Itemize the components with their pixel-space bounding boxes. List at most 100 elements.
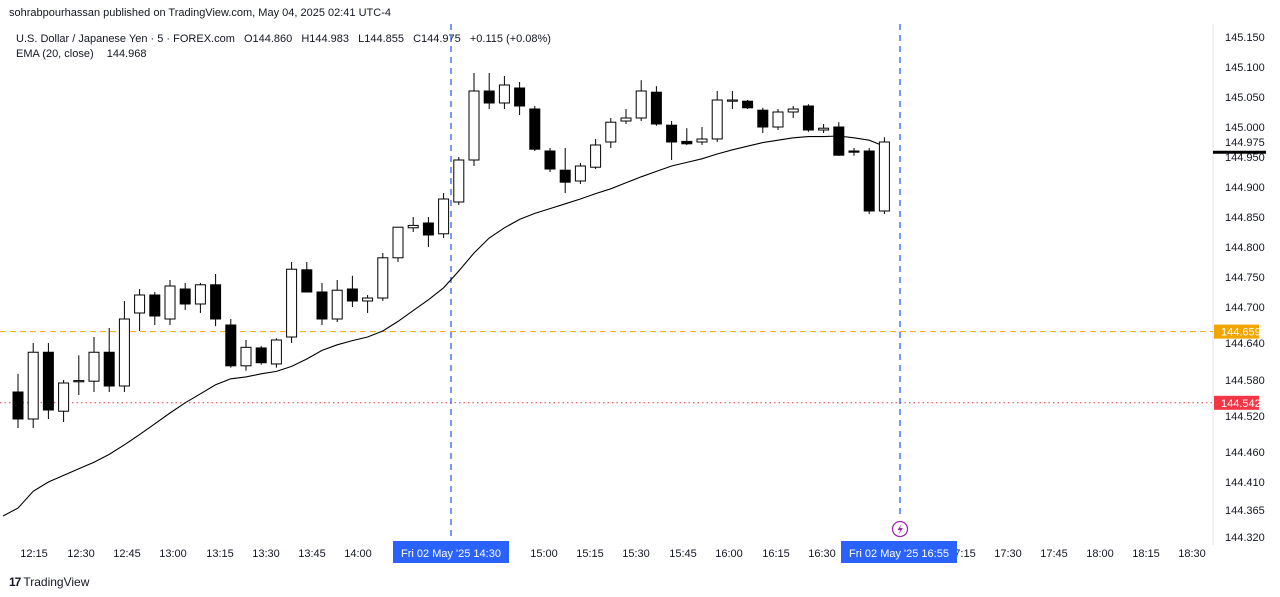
y-axis-tick-label: 144.850 xyxy=(1225,212,1265,224)
y-axis-tick-label: 144.700 xyxy=(1225,302,1265,314)
lightning-glyph-icon xyxy=(897,524,903,535)
candle-body xyxy=(301,269,313,293)
candle-body xyxy=(422,222,434,236)
ema-label: EMA (20, close) xyxy=(16,48,94,60)
x-axis-tick-label: 16:15 xyxy=(762,548,790,560)
x-axis-tick-label: 18:00 xyxy=(1086,548,1114,560)
candle-body xyxy=(255,347,267,364)
y-axis-tick-label: 144.800 xyxy=(1225,242,1265,254)
x-axis-tick-label: 12:45 xyxy=(113,548,141,560)
chart-legend: U.S. Dollar / Japanese Yen · 5 · FOREX.c… xyxy=(16,32,551,62)
candle-body xyxy=(118,318,130,387)
candle-body xyxy=(635,90,647,119)
ema-row: EMA (20, close) 144.968 xyxy=(16,47,551,62)
price-tag-label: 144.542 xyxy=(1221,398,1261,410)
candle-body xyxy=(559,169,571,183)
candle-body xyxy=(863,150,875,212)
x-axis-tick-label: 18:30 xyxy=(1178,548,1206,560)
candle-body xyxy=(73,380,85,383)
y-axis-tick-label: 144.750 xyxy=(1225,272,1265,284)
candle-body xyxy=(407,224,419,229)
candle-body xyxy=(681,140,693,145)
y-axis-tick-label: 144.460 xyxy=(1225,447,1265,459)
y-axis-tick-label: 144.520 xyxy=(1225,411,1265,423)
candle-body xyxy=(453,159,465,203)
candle-body xyxy=(772,111,784,128)
x-axis-tick-label: 15:00 xyxy=(530,548,558,560)
candle-body xyxy=(331,289,343,320)
y-axis-tick-label: 145.000 xyxy=(1225,122,1265,134)
candle-body xyxy=(498,84,510,104)
y-axis-tick-label: 144.640 xyxy=(1225,338,1265,350)
y-axis-tick-label: 144.900 xyxy=(1225,182,1265,194)
y-axis-tick-label: 145.100 xyxy=(1225,62,1265,74)
candle-body xyxy=(346,288,358,302)
candle-body xyxy=(650,91,662,125)
candle-body xyxy=(362,297,374,302)
x-axis-tick-label: 16:00 xyxy=(715,548,743,560)
x-axis-tick-label: 15:45 xyxy=(669,548,697,560)
candle-body xyxy=(58,382,70,412)
candle-body xyxy=(696,138,708,143)
y-axis-tick-label: 144.950 xyxy=(1225,152,1265,164)
x-axis-highlight-label: Fri 02 May '25 14:30 xyxy=(401,548,501,560)
x-axis-highlight-tag xyxy=(841,541,957,563)
candle-body xyxy=(377,257,389,299)
candle-body xyxy=(726,99,738,102)
candle-body xyxy=(802,105,814,131)
candle-body xyxy=(164,285,176,320)
candle-body xyxy=(787,108,799,113)
candle-body xyxy=(544,150,556,170)
candle-body xyxy=(316,291,328,320)
candle-body xyxy=(149,294,161,317)
candle-body xyxy=(468,90,480,161)
x-axis-tick-label: 13:45 xyxy=(298,548,326,560)
candle-body xyxy=(392,226,404,259)
x-axis-tick-label: 14:00 xyxy=(344,548,372,560)
tradingview-name: TradingView xyxy=(23,575,90,589)
tradingview-logo-icon: 17 xyxy=(9,575,21,589)
candle-body xyxy=(42,351,54,411)
symbol-label: U.S. Dollar / Japanese Yen · 5 · FOREX.c… xyxy=(16,33,235,45)
x-axis-highlight-label: Fri 02 May '25 16:55 xyxy=(849,548,949,560)
low-value: L144.855 xyxy=(358,33,404,45)
y-axis-tick-label: 144.320 xyxy=(1225,532,1265,544)
y-axis-tick-label: 145.050 xyxy=(1225,92,1265,104)
price-tag-bg xyxy=(1214,395,1259,410)
candle-body xyxy=(590,144,602,168)
candle-body xyxy=(848,150,860,153)
candle-body xyxy=(742,100,754,109)
candle-body xyxy=(438,198,450,235)
change-value: +0.115 (+0.08%) xyxy=(469,33,551,45)
candle-body xyxy=(88,351,100,382)
candle-body xyxy=(210,284,222,320)
x-axis-tick-label: 12:30 xyxy=(67,548,95,560)
open-value: O144.860 xyxy=(243,33,293,45)
candle-body xyxy=(514,87,526,107)
candle-body xyxy=(27,351,39,420)
candle-body xyxy=(483,90,495,104)
ema-line xyxy=(2,135,885,517)
high-value: H144.983 xyxy=(301,33,350,45)
candle-body xyxy=(270,339,282,365)
x-axis-tick-label: 17:30 xyxy=(994,548,1022,560)
close-value: C144.975 xyxy=(413,33,461,45)
candle-body xyxy=(179,288,191,305)
x-axis-tick-label: 18:15 xyxy=(1132,548,1160,560)
x-axis-tick-label: 16:30 xyxy=(808,548,836,560)
ohlc-row: U.S. Dollar / Japanese Yen · 5 · FOREX.c… xyxy=(16,32,551,47)
candle-body xyxy=(12,391,24,420)
x-axis-tick-label: 13:30 xyxy=(252,548,280,560)
price-tag-bg xyxy=(1214,324,1259,339)
x-axis-tick-label: 17:45 xyxy=(1040,548,1068,560)
y-axis-tick-label: 144.365 xyxy=(1225,505,1265,517)
candle-body xyxy=(240,346,252,367)
candle-body xyxy=(103,351,115,387)
x-axis-tick-label: 13:00 xyxy=(159,548,187,560)
candle-body xyxy=(529,108,541,150)
y-axis-tick-label: 144.975 xyxy=(1225,137,1265,149)
tradingview-brand: 17 TradingView xyxy=(9,575,89,589)
candle-body xyxy=(666,124,678,143)
candle-body xyxy=(225,324,237,367)
